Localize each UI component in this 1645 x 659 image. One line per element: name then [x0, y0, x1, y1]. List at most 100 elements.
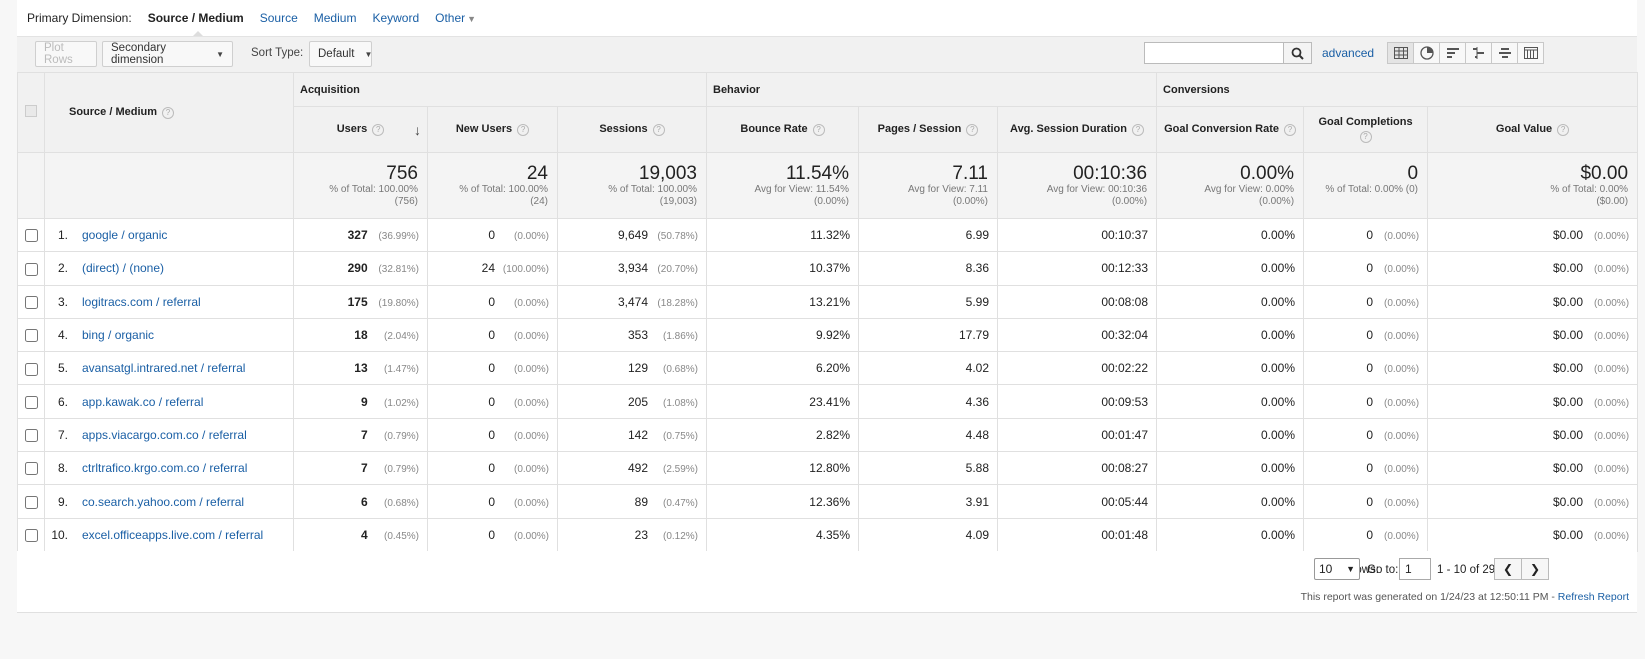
row-checkbox[interactable] [24, 329, 38, 343]
show-rows-select[interactable]: 10 ▼ [1314, 558, 1360, 580]
total-goal-completions: 0% of Total: 0.00% (0) [1303, 152, 1429, 219]
sort-type-dropdown[interactable]: Default ▼ [309, 41, 372, 67]
row-dimension-link[interactable]: excel.officeapps.live.com / referral [82, 527, 264, 542]
next-page-button[interactable]: ❯ [1521, 558, 1549, 580]
row-dimension-link[interactable]: (direct) / (none) [82, 261, 165, 276]
total-sub2: (0.00%) [1259, 196, 1295, 207]
row-dimension-link[interactable]: co.search.yahoo.com / referral [82, 494, 245, 509]
total-sub2: (0.00%) [1112, 196, 1148, 207]
dimension-source[interactable]: Source [259, 11, 298, 25]
goal-completions-percent: (0.00%) [1384, 297, 1420, 309]
column-header-goal-value[interactable]: Goal Value? [1427, 106, 1639, 153]
prev-page-button[interactable]: ❮ [1494, 558, 1522, 580]
dimension-keyword[interactable]: Keyword [372, 11, 420, 25]
row-dimension-link[interactable]: avansatgl.intrared.net / referral [82, 361, 246, 376]
dimension-source-medium[interactable]: Source / Medium [147, 11, 244, 37]
total-sub1: Avg for View: 00:10:36 [1046, 184, 1148, 195]
row-checkbox[interactable] [24, 495, 38, 509]
total-sub1: Avg for View: 11.54% [754, 184, 849, 195]
row-checkbox[interactable] [24, 462, 38, 476]
row-checkbox[interactable] [24, 429, 38, 443]
help-icon[interactable]: ? [372, 123, 385, 136]
new-users-cell: 0 (0.00%) [427, 517, 558, 552]
help-icon[interactable]: ? [1557, 123, 1570, 136]
dimension-medium[interactable]: Medium [313, 11, 357, 25]
refresh-report-link[interactable]: Refresh Report [1557, 591, 1629, 603]
row-checkbox[interactable] [24, 262, 38, 276]
help-icon[interactable]: ? [1359, 131, 1372, 143]
row-index: 10. [51, 527, 68, 542]
table-view-icon[interactable] [1387, 42, 1414, 64]
row-checkbox[interactable] [24, 295, 38, 309]
column-header-avg-session-duration[interactable]: Avg. Session Duration? [996, 106, 1158, 153]
table-search-input[interactable] [1144, 42, 1284, 64]
advanced-filter-link[interactable]: advanced [1322, 46, 1375, 60]
row-dimension-link[interactable]: logitracs.com / referral [82, 294, 201, 309]
table-toolbar: Plot Rows Secondary dimension ▼ Sort Typ… [17, 36, 1637, 72]
avg-session-duration-cell: 00:01:47 [996, 417, 1158, 453]
goal-completions-cell: 0 (0.00%) [1303, 217, 1429, 253]
row-dimension-link[interactable]: ctrltrafico.krgo.com.co / referral [82, 461, 248, 476]
sessions-value: 9,649 [617, 228, 648, 243]
sessions-cell: 3,934 (20.70%) [557, 251, 707, 286]
column-header-sessions[interactable]: Sessions? [557, 106, 707, 153]
search-button[interactable] [1284, 42, 1312, 64]
avg-session-duration-cell: 00:12:33 [996, 251, 1158, 286]
row-dimension-link[interactable]: bing / organic [82, 328, 155, 343]
help-icon[interactable]: ? [1131, 123, 1144, 136]
row-dimension-link[interactable]: app.kawak.co / referral [82, 394, 204, 409]
users-cell: 4 (0.45%) [293, 517, 428, 552]
pie-view-icon[interactable] [1413, 42, 1440, 64]
users-cell: 7 (0.79%) [293, 451, 428, 486]
help-icon[interactable]: ? [652, 123, 665, 136]
row-checkbox[interactable] [24, 229, 38, 243]
dimension-other-dropdown[interactable]: Other ▼ [435, 11, 476, 25]
dimension-other-label: Other [435, 11, 466, 25]
column-header-label: Bounce Rate [740, 123, 808, 136]
users-percent: (2.04%) [383, 331, 419, 343]
column-header-users[interactable]: Users? ↓ [293, 106, 428, 153]
goal-value-cell: $0.00 (0.00%) [1427, 417, 1639, 453]
comparison-view-icon[interactable] [1465, 42, 1492, 64]
column-header-goal-conversion-rate[interactable]: Goal Conversion Rate? [1156, 106, 1305, 153]
select-all-checkbox[interactable] [25, 105, 37, 117]
goal-completions-value: 0 [1366, 294, 1374, 309]
help-icon[interactable]: ? [812, 123, 825, 136]
term-cloud-view-icon[interactable] [1491, 42, 1518, 64]
help-icon[interactable]: ? [1283, 123, 1296, 136]
row-index: 7. [57, 427, 68, 442]
users-value: 18 [354, 328, 368, 343]
row-checkbox[interactable] [24, 362, 38, 376]
sessions-value: 205 [627, 394, 648, 409]
help-icon[interactable]: ? [162, 106, 175, 119]
goal-value-percent: (0.00%) [1594, 264, 1630, 276]
help-icon[interactable]: ? [966, 123, 979, 136]
goto-page-input[interactable]: 1 [1399, 558, 1431, 580]
goal-completions-value: 0 [1366, 261, 1374, 276]
users-value: 4 [360, 527, 368, 542]
pages-session-cell: 8.36 [858, 251, 998, 286]
column-header-pages-session[interactable]: Pages / Session? [858, 106, 998, 153]
column-header-bounce-rate[interactable]: Bounce Rate? [706, 106, 859, 153]
table-row: 2. (direct) / (none) 290 (32.81%) 24 (100.00… [17, 251, 1639, 286]
plot-rows-button[interactable]: Plot Rows [35, 41, 97, 67]
goal-completions-cell: 0 (0.00%) [1303, 517, 1429, 552]
secondary-dimension-dropdown[interactable]: Secondary dimension ▼ [102, 41, 233, 67]
goal-completions-percent: (0.00%) [1384, 530, 1420, 542]
pivot-view-icon[interactable] [1517, 42, 1544, 64]
row-checkbox[interactable] [24, 528, 38, 542]
row-dimension-link[interactable]: google / organic [82, 228, 168, 243]
performance-view-icon[interactable] [1439, 42, 1466, 64]
column-header-new-users[interactable]: New Users? [427, 106, 558, 153]
dimension-header[interactable]: Source / Medium? [44, 72, 294, 153]
total-sub1: % of Total: 0.00% [1550, 184, 1629, 195]
row-checkbox[interactable] [24, 395, 38, 409]
column-header-goal-completions[interactable]: Goal Completions? [1303, 106, 1429, 153]
avg-session-duration-cell: 00:08:08 [996, 284, 1158, 319]
row-index: 5. [57, 361, 68, 376]
help-icon[interactable]: ? [517, 123, 530, 136]
new-users-percent: (0.00%) [513, 231, 549, 243]
row-dimension-link[interactable]: apps.viacargo.com.co / referral [82, 427, 247, 442]
users-cell: 6 (0.68%) [293, 484, 428, 519]
goal-value-value: $0.00 [1553, 461, 1584, 476]
